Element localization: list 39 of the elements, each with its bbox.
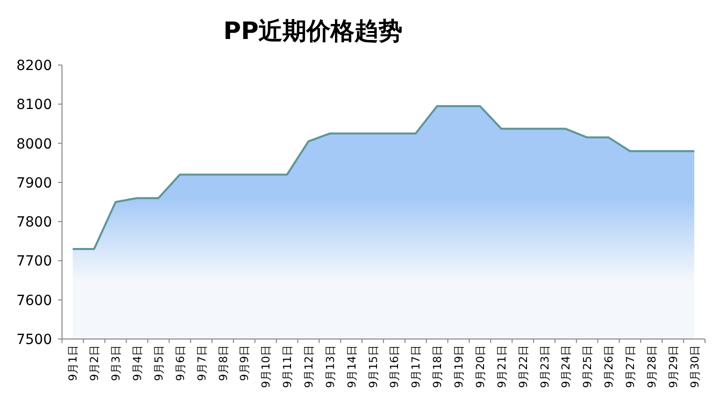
y-tick-label: 7600 <box>16 292 52 309</box>
x-tick-label: 9月16日 <box>388 345 402 388</box>
x-tick-label: 9月2日 <box>88 345 102 381</box>
x-tick-label: 9月13日 <box>324 345 337 388</box>
x-tick-label: 9月14日 <box>345 345 358 388</box>
x-tick-label: 9月29日 <box>666 345 680 388</box>
y-tick-label: 8100 <box>16 97 52 114</box>
chart-title: PP近期价格趋势 <box>223 17 403 45</box>
x-tick-label: 9月10日 <box>260 345 273 388</box>
x-tick-label: 9月17日 <box>410 345 423 388</box>
x-tick-label: 9月3日 <box>110 345 123 381</box>
x-tick-label: 9月30日 <box>688 345 702 388</box>
x-tick-label: 9月27日 <box>624 345 637 388</box>
x-tick-label: 9月5日 <box>152 345 166 381</box>
x-tick-label: 9月22日 <box>516 345 530 388</box>
x-tick-label: 9月12日 <box>302 345 316 388</box>
x-tick-label: 9月11日 <box>281 345 294 388</box>
x-tick-label: 9月8日 <box>216 345 230 381</box>
x-tick-label: 9月7日 <box>195 345 208 381</box>
y-tick-label: 7800 <box>16 214 52 231</box>
x-tick-label: 9月9日 <box>238 345 252 381</box>
y-tick-label: 7700 <box>16 254 52 270</box>
y-tick-label: 8000 <box>16 136 52 152</box>
x-tick-label: 9月19日 <box>452 345 466 388</box>
x-tick-label: 9月15日 <box>366 345 380 388</box>
x-tick-label: 9月25日 <box>581 345 594 388</box>
x-tick-label: 9月18日 <box>431 345 444 388</box>
x-tick-label: 9月23日 <box>538 345 552 388</box>
x-tick-label: 9月26日 <box>602 345 616 388</box>
x-tick-label: 9月1日 <box>66 345 80 381</box>
y-tick-label: 8200 <box>16 58 52 74</box>
y-tick-label: 7500 <box>16 332 52 348</box>
x-tick-label: 9月21日 <box>495 345 508 388</box>
x-tick-label: 9月6日 <box>174 345 187 381</box>
x-tick-label: 9月4日 <box>131 345 144 381</box>
x-tick-label: 9月20日 <box>474 345 487 388</box>
y-tick-label: 7900 <box>16 175 52 192</box>
x-tick-label: 9月28日 <box>645 345 658 388</box>
x-tick-label: 9月24日 <box>560 345 573 388</box>
